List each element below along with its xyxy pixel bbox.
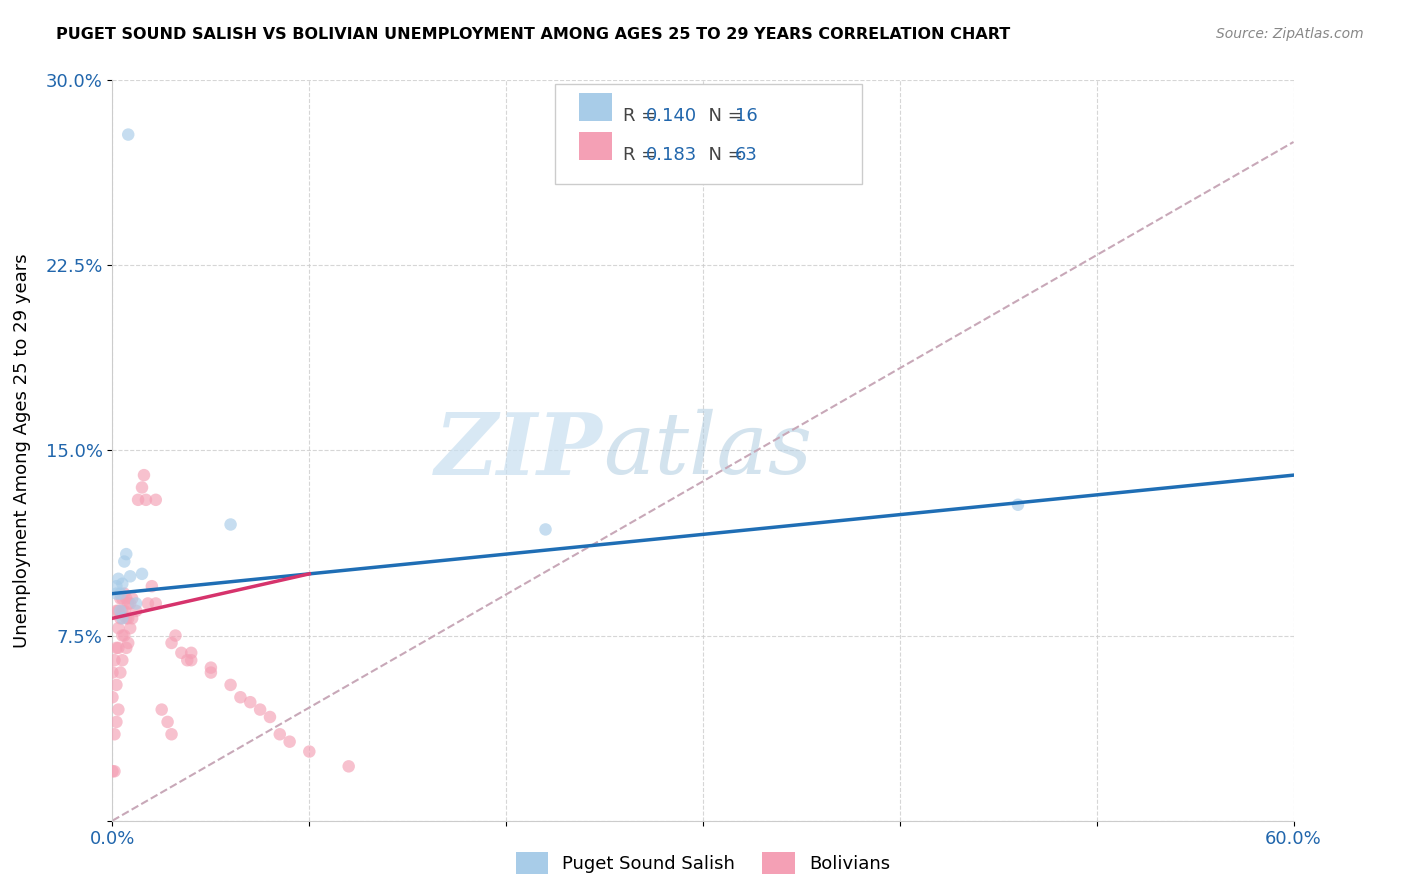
Point xyxy=(180,646,202,660)
Point xyxy=(105,640,128,655)
Point xyxy=(105,604,128,618)
Point xyxy=(534,523,557,537)
Point xyxy=(121,591,143,606)
Point xyxy=(160,727,183,741)
Point xyxy=(101,690,124,705)
Point xyxy=(111,591,134,606)
Point xyxy=(107,703,129,717)
Text: N =: N = xyxy=(697,107,748,125)
Text: 16: 16 xyxy=(735,107,758,125)
Y-axis label: Unemployment Among Ages 25 to 29 years: Unemployment Among Ages 25 to 29 years xyxy=(14,253,31,648)
Point xyxy=(170,646,193,660)
Point xyxy=(110,665,132,680)
Point xyxy=(105,579,128,593)
Point xyxy=(111,604,134,618)
Point xyxy=(259,710,281,724)
Point xyxy=(107,640,129,655)
Point xyxy=(229,690,252,705)
Point xyxy=(117,128,139,142)
FancyBboxPatch shape xyxy=(579,132,612,161)
Legend: Puget Sound Salish, Bolivians: Puget Sound Salish, Bolivians xyxy=(506,843,900,883)
Point xyxy=(115,640,138,655)
Point xyxy=(219,517,242,532)
Point xyxy=(141,579,163,593)
Point xyxy=(337,759,360,773)
Point xyxy=(117,636,139,650)
Text: Source: ZipAtlas.com: Source: ZipAtlas.com xyxy=(1216,27,1364,41)
Point xyxy=(120,597,142,611)
Point xyxy=(111,628,134,642)
Point xyxy=(112,604,135,618)
Point xyxy=(160,636,183,650)
Text: N =: N = xyxy=(697,146,748,164)
Point xyxy=(107,604,129,618)
Point xyxy=(131,480,153,494)
Point xyxy=(125,604,148,618)
Point xyxy=(176,653,198,667)
Point xyxy=(112,586,135,600)
Point xyxy=(101,764,124,779)
Point xyxy=(101,665,124,680)
Point xyxy=(1007,498,1029,512)
Text: 63: 63 xyxy=(735,146,758,164)
Point xyxy=(200,660,222,674)
Text: R =: R = xyxy=(623,146,662,164)
Point xyxy=(127,492,149,507)
Point xyxy=(120,569,142,583)
Point xyxy=(269,727,291,741)
Point xyxy=(136,597,159,611)
Point xyxy=(103,727,125,741)
Point xyxy=(107,621,129,635)
Point xyxy=(132,468,155,483)
Point xyxy=(115,547,138,561)
Point xyxy=(115,591,138,606)
FancyBboxPatch shape xyxy=(579,93,612,121)
Point xyxy=(298,745,321,759)
Point xyxy=(112,628,135,642)
Point xyxy=(103,764,125,779)
Point xyxy=(117,597,139,611)
Point xyxy=(135,492,157,507)
Point xyxy=(145,492,167,507)
Point xyxy=(103,653,125,667)
Point xyxy=(121,611,143,625)
Text: ZIP: ZIP xyxy=(434,409,603,492)
Point xyxy=(110,604,132,618)
Point xyxy=(125,597,148,611)
Point xyxy=(107,572,129,586)
Point xyxy=(165,628,187,642)
Point xyxy=(110,586,132,600)
Point xyxy=(249,703,271,717)
Point xyxy=(117,611,139,625)
Point xyxy=(111,576,134,591)
Point xyxy=(145,597,167,611)
Point xyxy=(180,653,202,667)
Point xyxy=(150,703,173,717)
Point xyxy=(112,555,135,569)
Point xyxy=(111,611,134,625)
Point xyxy=(278,734,301,748)
Text: 0.183: 0.183 xyxy=(647,146,697,164)
Text: R =: R = xyxy=(623,107,662,125)
Point xyxy=(105,714,128,729)
Point xyxy=(131,566,153,581)
Point xyxy=(110,611,132,625)
Point xyxy=(110,591,132,606)
Point xyxy=(120,621,142,635)
Point xyxy=(219,678,242,692)
Text: 0.140: 0.140 xyxy=(647,107,697,125)
Point xyxy=(115,611,138,625)
FancyBboxPatch shape xyxy=(555,84,862,184)
Point xyxy=(111,653,134,667)
Text: atlas: atlas xyxy=(603,409,811,491)
Point xyxy=(200,665,222,680)
Point xyxy=(156,714,179,729)
Point xyxy=(105,678,128,692)
Point xyxy=(105,586,128,600)
Text: PUGET SOUND SALISH VS BOLIVIAN UNEMPLOYMENT AMONG AGES 25 TO 29 YEARS CORRELATIO: PUGET SOUND SALISH VS BOLIVIAN UNEMPLOYM… xyxy=(56,27,1011,42)
Point xyxy=(239,695,262,709)
